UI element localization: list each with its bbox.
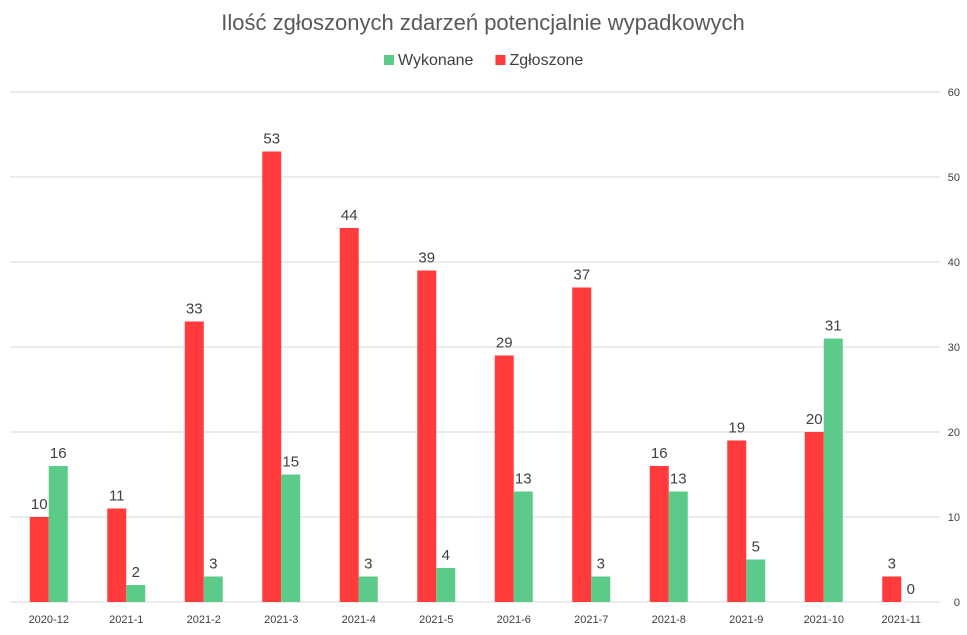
x-tick-label: 2021-1	[109, 614, 143, 626]
x-tick-label: 2021-4	[342, 614, 376, 626]
data-label: 31	[825, 318, 842, 335]
y-tick-label: 0	[954, 597, 960, 609]
bar-wykonane	[591, 576, 611, 602]
data-label: 3	[364, 556, 372, 573]
data-label: 4	[442, 547, 450, 564]
bar-wykonane	[823, 338, 843, 602]
bar-zgłoszone	[339, 228, 359, 602]
bar-zgłoszone	[572, 287, 592, 602]
bar-wykonane	[513, 491, 533, 602]
y-axis-ticks: 0 10 20 30 40 50 60	[948, 87, 960, 609]
data-label: 10	[31, 496, 48, 513]
x-tick-label: 2021-6	[497, 614, 531, 626]
chart-title: Ilość zgłoszonych zdarzeń potencjalnie w…	[221, 10, 744, 35]
data-label: 11	[109, 488, 125, 505]
x-tick-label: 2021-11	[881, 614, 921, 626]
data-label: 20	[806, 411, 823, 428]
y-tick-label: 30	[948, 342, 960, 354]
legend-label: Zgłoszone	[509, 52, 583, 69]
data-label: 3	[597, 556, 605, 573]
bar-wykonane	[48, 466, 68, 602]
data-label: 39	[418, 250, 435, 267]
data-label: 33	[186, 301, 203, 318]
bar-zgłoszone	[184, 321, 204, 602]
legend-swatch	[495, 55, 506, 65]
bar-zgłoszone	[417, 270, 437, 602]
data-label: 15	[282, 454, 299, 471]
bar-zgłoszone	[649, 466, 669, 602]
bar-zgłoszone	[494, 355, 514, 602]
data-label: 53	[263, 131, 280, 148]
y-tick-label: 20	[948, 427, 960, 439]
bar-zgłoszone	[727, 440, 747, 602]
x-tick-label: 2021-5	[419, 614, 453, 626]
data-label: 2	[132, 564, 140, 581]
data-label: 13	[670, 471, 687, 488]
legend-swatch	[384, 55, 394, 65]
gridlines	[10, 91, 940, 603]
data-label: 29	[496, 335, 513, 352]
bars	[29, 151, 902, 602]
x-tick-label: 2021-8	[652, 614, 686, 626]
data-label: 37	[573, 267, 590, 284]
data-label: 3	[888, 556, 896, 573]
bar-zgłoszone	[262, 151, 282, 602]
x-tick-label: 2021-10	[804, 614, 844, 626]
y-tick-label: 10	[948, 512, 960, 524]
bar-wykonane	[436, 568, 456, 602]
y-tick-label: 40	[948, 257, 960, 269]
x-tick-label: 2021-9	[729, 614, 763, 626]
y-tick-label: 60	[948, 87, 960, 99]
data-label: 0	[907, 581, 915, 598]
bar-wykonane	[668, 491, 688, 602]
bar-wykonane	[126, 585, 146, 602]
data-label: 5	[752, 539, 760, 556]
bar-zgłoszone	[882, 576, 902, 602]
data-label: 16	[651, 445, 668, 462]
bar-wykonane	[746, 559, 766, 602]
legend: Wykonane Zgłoszone	[384, 52, 583, 69]
bar-zgłoszone	[804, 432, 824, 602]
data-label: 13	[515, 471, 532, 488]
bar-wykonane	[358, 576, 378, 602]
data-label: 19	[728, 420, 745, 437]
x-axis-ticks: 2020-12 2021-1 2021-2 2021-3 2021-4 2021-5 202…	[29, 614, 921, 626]
bar-zgłoszone	[29, 517, 49, 602]
y-tick-label: 50	[948, 172, 960, 184]
data-label: 44	[341, 207, 358, 224]
bar-wykonane	[281, 474, 301, 602]
bar-zgłoszone	[107, 508, 127, 602]
x-tick-label: 2021-2	[187, 614, 221, 626]
legend-label: Wykonane	[398, 52, 474, 69]
x-tick-label: 2020-12	[29, 614, 69, 626]
data-label: 16	[50, 445, 67, 462]
bar-wykonane	[203, 576, 223, 602]
x-tick-label: 2021-7	[574, 614, 608, 626]
x-tick-label: 2021-3	[264, 614, 298, 626]
data-label: 3	[209, 556, 217, 573]
